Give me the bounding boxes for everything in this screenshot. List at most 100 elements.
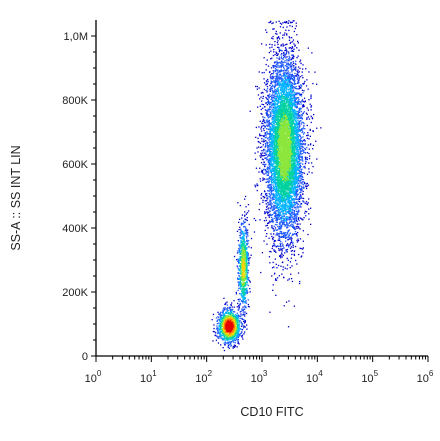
event-dot [285,70,287,72]
event-dot [241,240,243,243]
event-dot [293,191,296,193]
event-dot [278,56,281,58]
event-dot [247,284,249,287]
event-dot [292,78,294,80]
event-dot [274,244,276,246]
event-dot [285,221,288,223]
event-dot [238,323,240,325]
event-dot [245,206,247,208]
event-dot [286,74,288,76]
event-dot [300,101,302,103]
event-dot [277,77,279,79]
event-dot [268,170,270,172]
event-dot [292,112,294,114]
event-dot [271,142,273,144]
event-dot [274,182,276,184]
event-dot [295,213,297,215]
event-dot [298,134,301,136]
event-dot [289,189,291,192]
event-dot [217,327,219,329]
event-dot [270,78,272,80]
event-dot [238,278,240,280]
event-dot [291,280,294,283]
event-dot [301,181,303,183]
event-dot [299,152,301,154]
event-dot [289,82,291,84]
event-dot [270,177,272,179]
event-dot [300,123,303,125]
event-dot [290,201,293,203]
event-dot [294,125,296,127]
event-dot [240,284,242,286]
event-dot [286,244,288,246]
event-dot [281,222,284,224]
event-dot [236,312,238,314]
event-dot [275,199,277,201]
event-dot [285,22,287,24]
event-dot [270,160,272,163]
event-dot [272,245,274,248]
event-dot [295,126,297,129]
event-dot [266,31,268,33]
event-dot [287,230,290,232]
event-dot [303,201,305,203]
event-dot [308,213,310,215]
event-dot [238,278,240,280]
event-dot [273,150,275,152]
event-dot [287,224,290,227]
event-dot [289,247,292,249]
event-dot [285,205,287,207]
event-dot [275,216,277,219]
event-dot [296,73,298,75]
event-dot [285,208,287,211]
event-dot [282,92,285,94]
event-dot [300,256,302,258]
event-dot [286,84,288,86]
event-dot [292,123,294,125]
event-dot [283,204,285,206]
event-dot [296,78,298,80]
event-dot [277,204,279,206]
event-dot [307,144,309,146]
event-dot [281,60,283,62]
event-dot [294,87,296,89]
event-dot [292,217,294,219]
event-dot [271,216,273,219]
event-dot [294,137,297,139]
event-dot [263,148,265,151]
event-dot [274,215,276,217]
event-dot [298,176,300,178]
event-dot [283,219,285,221]
event-dot [275,211,277,213]
event-dot [278,190,280,192]
event-dot [267,147,269,149]
event-dot [300,145,302,147]
event-dot [293,20,295,22]
event-dot [295,146,297,148]
event-dot [281,253,283,255]
event-dot [270,158,272,160]
event-dot [277,81,279,83]
event-dot [270,214,272,216]
event-dot [278,239,281,242]
event-dot [297,188,299,190]
event-dot [273,67,275,69]
event-dot [285,52,288,54]
event-dot [246,280,248,283]
event-dot [247,303,249,306]
event-dot [224,314,226,317]
event-dot [263,129,265,132]
event-dot [239,284,241,286]
event-dot [286,219,288,221]
event-dot [282,79,284,81]
event-dot [297,114,299,116]
event-dot [303,101,305,103]
event-dot [277,36,280,38]
event-dot [291,107,293,109]
event-dot [261,103,263,105]
event-dot [304,210,307,212]
event-dot [308,208,310,210]
event-dot [296,211,299,213]
event-dot [286,65,288,68]
event-dot [301,128,303,130]
